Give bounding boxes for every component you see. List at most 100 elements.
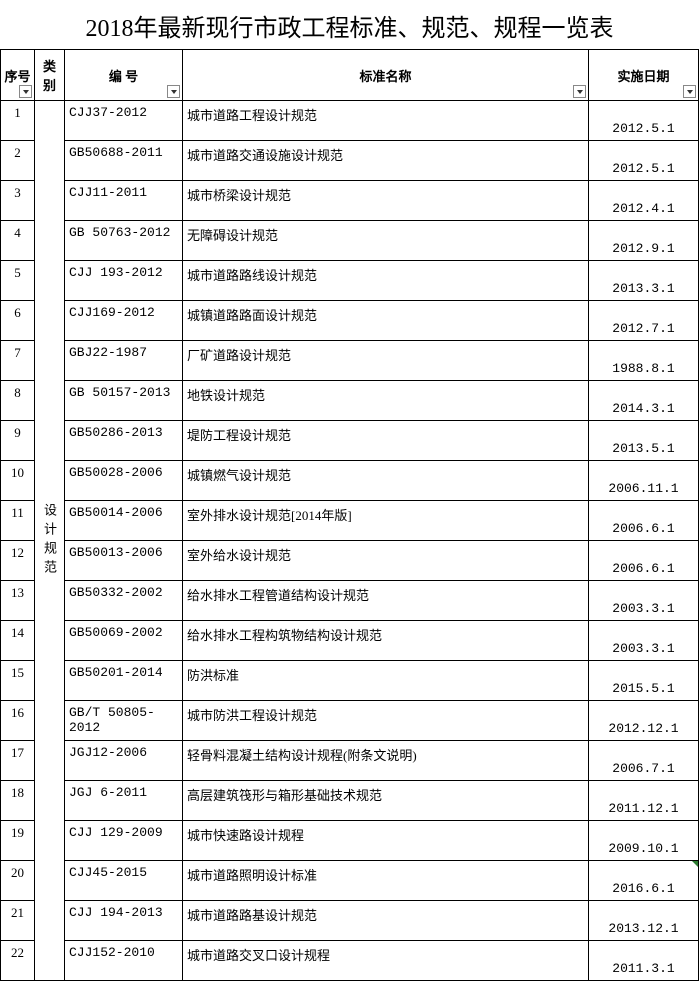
cell-date: 2014.3.1 xyxy=(589,381,699,421)
cell-code: CJJ 129-2009 xyxy=(65,821,183,861)
cell-seq: 14 xyxy=(1,621,35,661)
table-row: 4GB 50763-2012无障碍设计规范2012.9.1 xyxy=(1,221,699,261)
table-row: 8GB 50157-2013地铁设计规范2014.3.1 xyxy=(1,381,699,421)
table-row: 5 CJJ 193-2012城市道路路线设计规范2013.3.1 xyxy=(1,261,699,301)
cell-name: 城市道路交通设施设计规范 xyxy=(183,141,589,181)
cell-date: 1988.8.1 xyxy=(589,341,699,381)
table-row: 20CJJ45-2015城市道路照明设计标准2016.6.1 xyxy=(1,861,699,901)
filter-icon[interactable] xyxy=(683,85,696,98)
cell-code: GB50014-2006 xyxy=(65,501,183,541)
cell-date: 2012.7.1 xyxy=(589,301,699,341)
cell-name: 防洪标准 xyxy=(183,661,589,701)
table-row: 12 GB50013-2006室外给水设计规范2006.6.1 xyxy=(1,541,699,581)
cell-name: 城市道路工程设计规范 xyxy=(183,101,589,141)
cell-seq: 19 xyxy=(1,821,35,861)
cell-code: GB/T 50805-2012 xyxy=(65,701,183,741)
table-row: 3CJJ11-2011城市桥梁设计规范2012.4.1 xyxy=(1,181,699,221)
table-row: 22 CJJ152-2010城市道路交叉口设计规程2011.3.1 xyxy=(1,941,699,981)
cell-name: 城市防洪工程设计规范 xyxy=(183,701,589,741)
cell-name: 地铁设计规范 xyxy=(183,381,589,421)
cell-code: GB50688-2011 xyxy=(65,141,183,181)
table-row: 11 GB50014-2006室外排水设计规范[2014年版]2006.6.1 xyxy=(1,501,699,541)
cell-date: 2016.6.1 xyxy=(589,861,699,901)
col-header-date: 实施日期 xyxy=(589,50,699,101)
col-header-seq: 序号 xyxy=(1,50,35,101)
table-row: 18JGJ 6-2011高层建筑筏形与箱形基础技术规范2011.12.1 xyxy=(1,781,699,821)
table-row: 2 GB50688-2011城市道路交通设施设计规范2012.5.1 xyxy=(1,141,699,181)
filter-icon[interactable] xyxy=(19,85,32,98)
cell-seq: 15 xyxy=(1,661,35,701)
cell-name: 城市道路照明设计标准 xyxy=(183,861,589,901)
cell-seq: 16 xyxy=(1,701,35,741)
cell-seq: 18 xyxy=(1,781,35,821)
cell-date: 2012.5.1 xyxy=(589,101,699,141)
table-header-row: 序号 类别 编 号 标准名称 实施日期 xyxy=(1,50,699,101)
table-row: 21 CJJ 194-2013城市道路路基设计规范2013.12.1 xyxy=(1,901,699,941)
cell-code: CJJ 194-2013 xyxy=(65,901,183,941)
cell-code: GB50286-2013 xyxy=(65,421,183,461)
cell-name: 城市快速路设计规程 xyxy=(183,821,589,861)
cell-date: 2011.12.1 xyxy=(589,781,699,821)
cell-date: 2013.3.1 xyxy=(589,261,699,301)
cell-date: 2015.5.1 xyxy=(589,661,699,701)
filter-icon[interactable] xyxy=(573,85,586,98)
cell-name: 城市道路路基设计规范 xyxy=(183,901,589,941)
page-title: 2018年最新现行市政工程标准、规范、规程一览表 xyxy=(0,0,699,49)
cell-seq: 3 xyxy=(1,181,35,221)
col-header-code: 编 号 xyxy=(65,50,183,101)
cell-date: 2003.3.1 xyxy=(589,581,699,621)
cell-seq: 12 xyxy=(1,541,35,581)
cell-code: CJJ 193-2012 xyxy=(65,261,183,301)
table-row: 19 CJJ 129-2009城市快速路设计规程2009.10.1 xyxy=(1,821,699,861)
cell-seq: 5 xyxy=(1,261,35,301)
cell-name: 城市桥梁设计规范 xyxy=(183,181,589,221)
cell-date: 2013.5.1 xyxy=(589,421,699,461)
table-row: 16GB/T 50805-2012城市防洪工程设计规范2012.12.1 xyxy=(1,701,699,741)
cell-date: 2003.3.1 xyxy=(589,621,699,661)
cell-code: GB50028-2006 xyxy=(65,461,183,501)
table-row: 1设计规范CJJ37-2012城市道路工程设计规范2012.5.1 xyxy=(1,101,699,141)
cell-seq: 1 xyxy=(1,101,35,141)
cell-code: GB50013-2006 xyxy=(65,541,183,581)
cell-code: CJJ169-2012 xyxy=(65,301,183,341)
cell-code: GB50069-2002 xyxy=(65,621,183,661)
cell-seq: 20 xyxy=(1,861,35,901)
cell-code: CJJ37-2012 xyxy=(65,101,183,141)
cell-name: 室外排水设计规范[2014年版] xyxy=(183,501,589,541)
cell-date: 2006.6.1 xyxy=(589,541,699,581)
standards-table: 序号 类别 编 号 标准名称 实施日期 1设计规范CJJ37-2012城市道路工… xyxy=(0,49,699,981)
table-row: 6 CJJ169-2012城镇道路路面设计规范2012.7.1 xyxy=(1,301,699,341)
cell-date: 2006.6.1 xyxy=(589,501,699,541)
cell-date: 2006.7.1 xyxy=(589,741,699,781)
cell-code: CJJ152-2010 xyxy=(65,941,183,981)
filter-icon[interactable] xyxy=(167,85,180,98)
table-row: 9GB50286-2013堤防工程设计规范2013.5.1 xyxy=(1,421,699,461)
cell-name: 城镇道路路面设计规范 xyxy=(183,301,589,341)
cell-seq: 6 xyxy=(1,301,35,341)
cell-seq: 4 xyxy=(1,221,35,261)
col-header-cat: 类别 xyxy=(35,50,65,101)
cell-seq: 21 xyxy=(1,901,35,941)
corner-marker xyxy=(692,861,698,867)
cell-name: 城镇燃气设计规范 xyxy=(183,461,589,501)
cell-name: 室外给水设计规范 xyxy=(183,541,589,581)
cell-name: 城市道路交叉口设计规程 xyxy=(183,941,589,981)
cell-seq: 7 xyxy=(1,341,35,381)
cell-date: 2012.5.1 xyxy=(589,141,699,181)
cell-name: 城市道路路线设计规范 xyxy=(183,261,589,301)
cell-seq: 2 xyxy=(1,141,35,181)
table-row: 7GBJ22-1987厂矿道路设计规范1988.8.1 xyxy=(1,341,699,381)
cell-code: GBJ22-1987 xyxy=(65,341,183,381)
cell-seq: 22 xyxy=(1,941,35,981)
cell-name: 给水排水工程管道结构设计规范 xyxy=(183,581,589,621)
cell-code: GB 50157-2013 xyxy=(65,381,183,421)
cell-code: JGJ12-2006 xyxy=(65,741,183,781)
cell-seq: 17 xyxy=(1,741,35,781)
cell-date: 2011.3.1 xyxy=(589,941,699,981)
cell-seq: 11 xyxy=(1,501,35,541)
cell-code: GB 50763-2012 xyxy=(65,221,183,261)
cell-date: 2009.10.1 xyxy=(589,821,699,861)
cell-date: 2013.12.1 xyxy=(589,901,699,941)
cell-seq: 13 xyxy=(1,581,35,621)
table-row: 14GB50069-2002给水排水工程构筑物结构设计规范2003.3.1 xyxy=(1,621,699,661)
